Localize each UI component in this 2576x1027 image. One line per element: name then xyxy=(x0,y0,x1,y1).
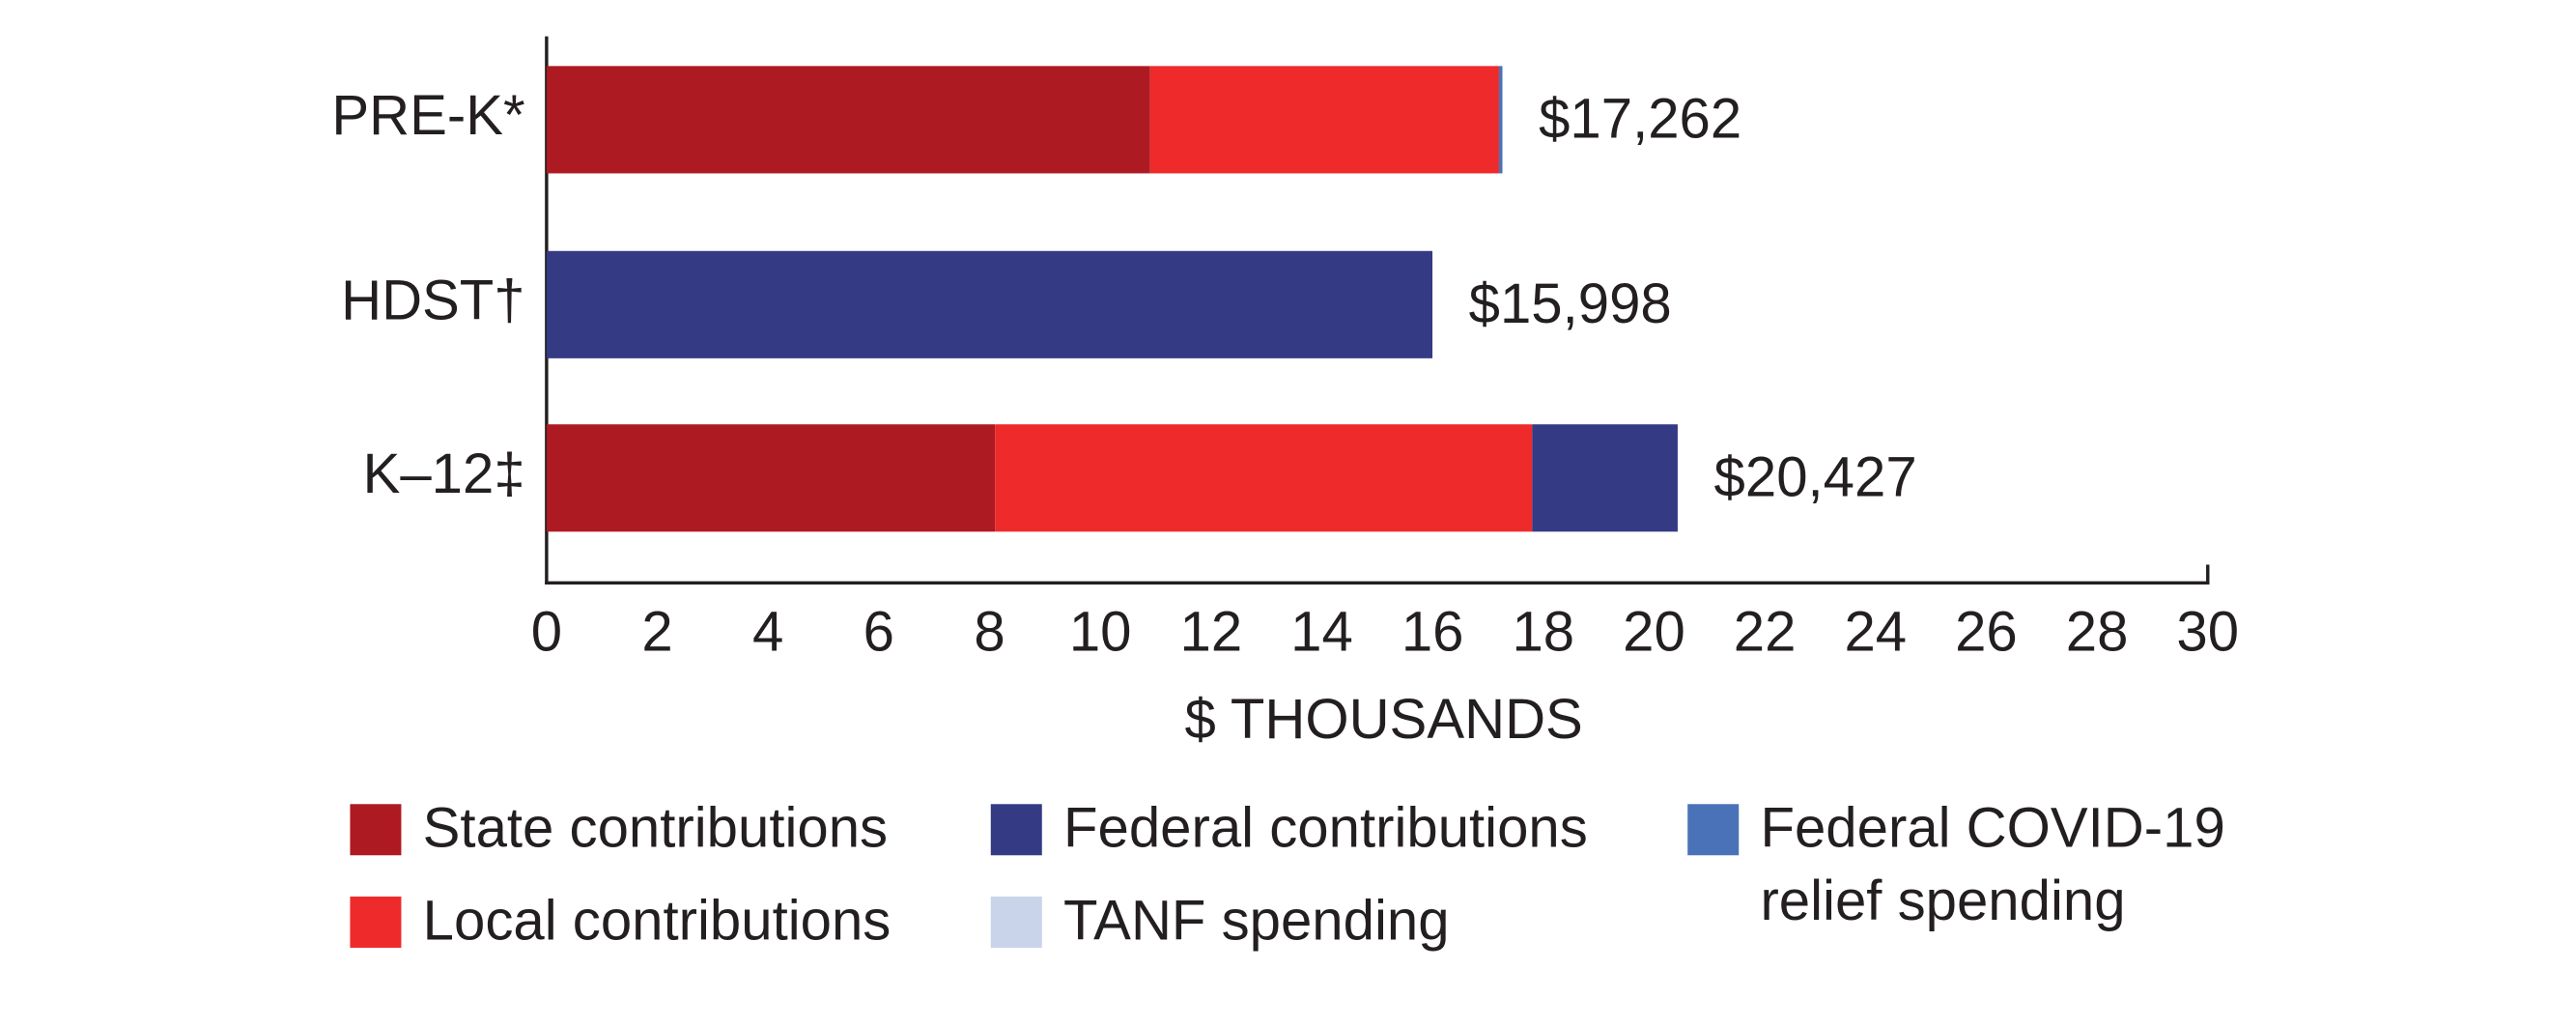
x-axis-label: $ THOUSANDS xyxy=(1184,688,1582,751)
total-label: $15,998 xyxy=(1469,272,1672,335)
bar-segment xyxy=(546,424,996,532)
bar-segment xyxy=(546,250,1433,358)
legend-entry: State contributions xyxy=(422,797,889,861)
legend-swatch xyxy=(1687,804,1740,856)
bar-segment xyxy=(995,424,1533,532)
x-tick-label: 8 xyxy=(974,600,1005,663)
legend-label: Federal COVID-19 relief spending xyxy=(1760,797,2225,933)
x-tick-label: 24 xyxy=(1844,600,1907,663)
x-tick-label: 0 xyxy=(531,600,562,663)
legend-label: Federal contributions xyxy=(1062,797,1588,861)
legend-entry: Local contributions xyxy=(422,890,892,954)
x-tick-label: 10 xyxy=(1069,600,1132,663)
x-tick-label: 26 xyxy=(1955,600,2018,663)
x-tick-label: 2 xyxy=(641,600,672,663)
legend-swatch xyxy=(350,896,402,948)
x-tick-label: 18 xyxy=(1512,600,1574,663)
legend-entry: Federal COVID-19 relief spending xyxy=(1760,797,2225,933)
legend-swatch xyxy=(990,896,1042,948)
x-tick-label: 16 xyxy=(1401,600,1464,663)
legend-swatch xyxy=(350,804,402,856)
legend-entry: TANF spending xyxy=(1062,890,1450,954)
x-tick-label: 28 xyxy=(2066,600,2129,663)
category-label: HDST† xyxy=(341,270,525,332)
x-tick-label: 30 xyxy=(2176,600,2239,663)
bar-segment xyxy=(1498,66,1503,174)
x-tick-label: 12 xyxy=(1180,600,1243,663)
category-label: K–12‡ xyxy=(363,442,525,505)
legend-swatch xyxy=(990,804,1042,856)
legend-label: Local contributions xyxy=(422,890,892,954)
category-label: PRE-K* xyxy=(331,84,524,147)
bar-segment xyxy=(1532,424,1678,532)
legend-entry: Federal contributions xyxy=(1062,797,1588,861)
x-tick-label: 14 xyxy=(1290,600,1353,663)
bar-segment xyxy=(546,66,1150,174)
total-label: $17,262 xyxy=(1539,88,1741,151)
x-tick-label: 6 xyxy=(863,600,894,663)
bar-segment xyxy=(1149,66,1499,174)
legend-label: State contributions xyxy=(422,797,889,861)
legend-label: TANF spending xyxy=(1062,890,1450,954)
total-label: $20,427 xyxy=(1714,446,1917,509)
x-tick-label: 20 xyxy=(1623,600,1685,663)
x-tick-label: 22 xyxy=(1734,600,1797,663)
x-tick-label: 4 xyxy=(752,600,783,663)
